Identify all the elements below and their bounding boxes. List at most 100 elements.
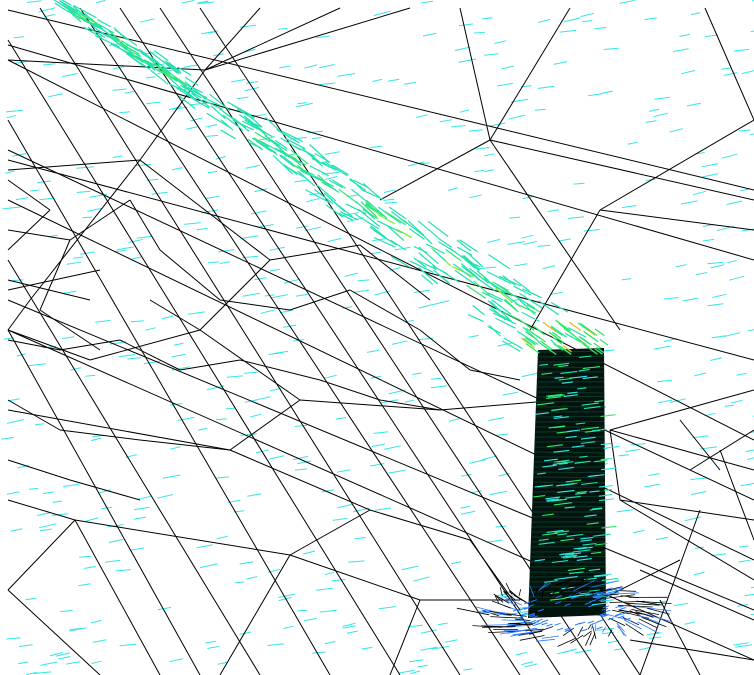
plume-vector <box>460 263 482 282</box>
chimney-surface-vector <box>584 429 601 433</box>
base-mesh-edge <box>550 588 558 597</box>
base-vector <box>597 619 604 623</box>
chimney-surface-vector <box>583 406 601 410</box>
velocity-vector <box>116 246 134 251</box>
plume-vector <box>491 299 512 315</box>
chimney-surface-vector <box>566 533 584 537</box>
velocity-vector <box>198 0 209 4</box>
velocity-vector <box>62 73 78 78</box>
chimney-exit-vector <box>583 330 599 343</box>
velocity-vector <box>207 170 218 174</box>
velocity-vector <box>25 597 37 601</box>
chimney-surface-vector <box>599 498 614 502</box>
chimney-surface-vector <box>600 442 611 446</box>
velocity-vector <box>48 93 63 98</box>
velocity-vector <box>750 613 754 616</box>
velocity-vector <box>741 70 754 75</box>
plume-vector <box>453 263 472 278</box>
mesh-edge <box>7 499 76 521</box>
velocity-vector <box>736 372 747 376</box>
chimney-mesh-ring <box>535 421 605 423</box>
velocity-vector <box>323 374 337 379</box>
velocity-vector <box>37 512 52 516</box>
velocity-vector <box>39 528 52 532</box>
plume-vector <box>390 239 407 251</box>
base-vector <box>604 609 611 613</box>
velocity-vector <box>5 109 23 113</box>
chimney-surface-vector <box>553 502 572 506</box>
velocity-vector <box>196 227 208 231</box>
plume-vector <box>183 88 199 103</box>
velocity-vector <box>118 354 136 358</box>
velocity-vector <box>92 639 107 643</box>
chimney-surface-vector <box>554 376 564 379</box>
velocity-vector <box>76 166 94 169</box>
mesh-edge <box>7 329 91 361</box>
mesh-edge <box>7 269 101 291</box>
plume-vector <box>218 108 236 121</box>
mesh-edge <box>379 399 441 411</box>
mesh-edge <box>119 339 181 371</box>
velocity-vector <box>707 303 724 307</box>
chimney-surface-vector <box>563 556 576 559</box>
chimney-surface-vector <box>556 483 575 487</box>
base-vector <box>541 619 549 623</box>
velocity-vector <box>653 345 671 350</box>
mesh-edge <box>7 149 754 501</box>
plume-vector <box>418 267 439 285</box>
mesh-edge <box>679 419 721 471</box>
chimney-base-refined-mesh <box>456 578 673 647</box>
chimney-surface-vector <box>581 426 600 430</box>
chimney-exit-vector <box>523 338 533 346</box>
velocity-vector <box>1 436 14 440</box>
base-vector <box>536 618 543 622</box>
chimney-mesh-ring <box>530 545 606 548</box>
mesh-edge <box>389 599 421 675</box>
velocity-vector <box>354 537 366 540</box>
plume-vector <box>268 138 288 152</box>
velocity-vector <box>562 648 577 653</box>
mesh-edge <box>149 299 201 331</box>
mesh-edge <box>179 359 241 371</box>
mesh-edge <box>7 159 141 171</box>
velocity-vector <box>348 560 365 563</box>
mesh-edge <box>7 44 754 261</box>
velocity-vector <box>487 238 501 244</box>
base-vector <box>555 595 562 599</box>
chimney-surface-vector <box>580 536 594 540</box>
plume-vector <box>279 148 302 166</box>
chimney-exit-vector <box>593 342 602 349</box>
velocity-vector <box>247 493 262 497</box>
velocity-vector <box>707 261 724 265</box>
base-mesh-edge <box>501 619 526 622</box>
chimney-exit-vector <box>542 321 557 333</box>
plume-vector <box>264 145 278 156</box>
base-vector <box>546 623 553 627</box>
velocity-vector <box>246 576 258 580</box>
velocity-vector <box>502 391 518 396</box>
base-vector <box>621 611 628 615</box>
velocity-vector <box>269 246 285 251</box>
chimney-surface-vector <box>565 495 581 499</box>
chimney-exit-vector <box>536 328 545 336</box>
velocity-vector <box>82 216 93 219</box>
chimney-surface-vector <box>598 484 613 488</box>
velocity-vector <box>701 163 719 168</box>
base-mesh-edge <box>589 632 596 646</box>
base-mesh-edge <box>568 578 588 588</box>
chimney-surface-vector <box>542 464 557 468</box>
velocity-vector <box>346 630 359 634</box>
velocity-vector <box>128 238 144 244</box>
plume-vector <box>476 270 489 281</box>
velocity-vector <box>250 210 267 215</box>
mesh-edge <box>719 449 754 541</box>
velocity-vector <box>618 454 629 457</box>
mesh-edge <box>299 399 441 411</box>
plume-vector <box>301 147 324 167</box>
plume-vector <box>283 164 298 175</box>
plume-vector <box>180 84 202 99</box>
base-mesh-edge <box>534 587 539 596</box>
plume-vector <box>290 149 309 165</box>
velocity-vector <box>294 468 308 471</box>
chimney-exit-vector <box>599 338 609 346</box>
